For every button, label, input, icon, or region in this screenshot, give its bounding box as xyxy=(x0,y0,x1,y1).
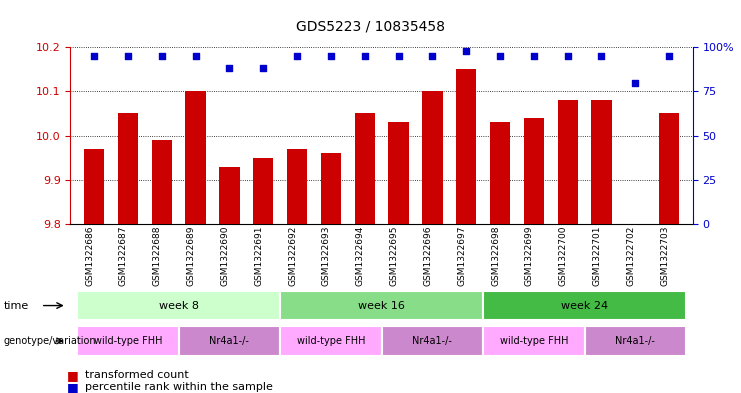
Point xyxy=(291,53,303,59)
Text: GSM1322691: GSM1322691 xyxy=(254,226,263,286)
Bar xyxy=(253,158,273,224)
Point xyxy=(359,53,370,59)
Bar xyxy=(659,114,679,224)
Text: GSM1322702: GSM1322702 xyxy=(626,226,635,286)
Text: GDS5223 / 10835458: GDS5223 / 10835458 xyxy=(296,20,445,34)
Text: GSM1322688: GSM1322688 xyxy=(153,226,162,286)
Point xyxy=(562,53,574,59)
Text: GSM1322695: GSM1322695 xyxy=(390,226,399,286)
Point xyxy=(393,53,405,59)
Text: ■: ■ xyxy=(67,369,79,382)
Text: GSM1322696: GSM1322696 xyxy=(423,226,432,286)
Point xyxy=(528,53,539,59)
Point xyxy=(190,53,202,59)
Text: GSM1322703: GSM1322703 xyxy=(660,226,669,286)
Text: transformed count: transformed count xyxy=(85,370,189,380)
Bar xyxy=(152,140,172,224)
Text: GSM1322686: GSM1322686 xyxy=(85,226,94,286)
Text: percentile rank within the sample: percentile rank within the sample xyxy=(85,382,273,392)
Text: GSM1322694: GSM1322694 xyxy=(356,226,365,286)
Bar xyxy=(557,100,578,224)
Text: GSM1322700: GSM1322700 xyxy=(559,226,568,286)
Bar xyxy=(456,69,476,224)
Point xyxy=(156,53,167,59)
Text: week 16: week 16 xyxy=(358,301,405,310)
Bar xyxy=(354,114,375,224)
Text: GSM1322697: GSM1322697 xyxy=(457,226,466,286)
Bar xyxy=(490,122,510,224)
Text: Nr4a1-/-: Nr4a1-/- xyxy=(413,336,452,346)
Point xyxy=(460,48,472,54)
Bar xyxy=(524,118,544,224)
Point xyxy=(224,65,236,72)
Text: GSM1322699: GSM1322699 xyxy=(525,226,534,286)
Bar xyxy=(422,92,442,224)
Bar xyxy=(287,149,308,224)
Point xyxy=(122,53,134,59)
Bar xyxy=(321,153,341,224)
Text: GSM1322701: GSM1322701 xyxy=(593,226,602,286)
Text: GSM1322690: GSM1322690 xyxy=(220,226,230,286)
Text: GSM1322698: GSM1322698 xyxy=(491,226,500,286)
Text: time: time xyxy=(4,301,29,310)
Bar xyxy=(591,100,611,224)
Point xyxy=(494,53,506,59)
Text: wild-type FHH: wild-type FHH xyxy=(93,336,162,346)
Text: GSM1322693: GSM1322693 xyxy=(322,226,331,286)
Text: Nr4a1-/-: Nr4a1-/- xyxy=(210,336,249,346)
Text: week 24: week 24 xyxy=(561,301,608,310)
Bar xyxy=(388,122,409,224)
Text: GSM1322687: GSM1322687 xyxy=(119,226,128,286)
Text: wild-type FHH: wild-type FHH xyxy=(499,336,568,346)
Bar xyxy=(219,167,239,224)
Text: GSM1322689: GSM1322689 xyxy=(187,226,196,286)
Point xyxy=(663,53,675,59)
Bar xyxy=(84,149,104,224)
Point xyxy=(257,65,269,72)
Text: ■: ■ xyxy=(67,380,79,393)
Text: genotype/variation: genotype/variation xyxy=(4,336,96,346)
Text: GSM1322692: GSM1322692 xyxy=(288,226,297,286)
Point xyxy=(325,53,337,59)
Point xyxy=(629,79,641,86)
Bar xyxy=(118,114,138,224)
Text: wild-type FHH: wild-type FHH xyxy=(296,336,365,346)
Bar xyxy=(185,92,206,224)
Point xyxy=(596,53,608,59)
Text: Nr4a1-/-: Nr4a1-/- xyxy=(615,336,655,346)
Point xyxy=(426,53,438,59)
Point xyxy=(88,53,100,59)
Text: week 8: week 8 xyxy=(159,301,199,310)
